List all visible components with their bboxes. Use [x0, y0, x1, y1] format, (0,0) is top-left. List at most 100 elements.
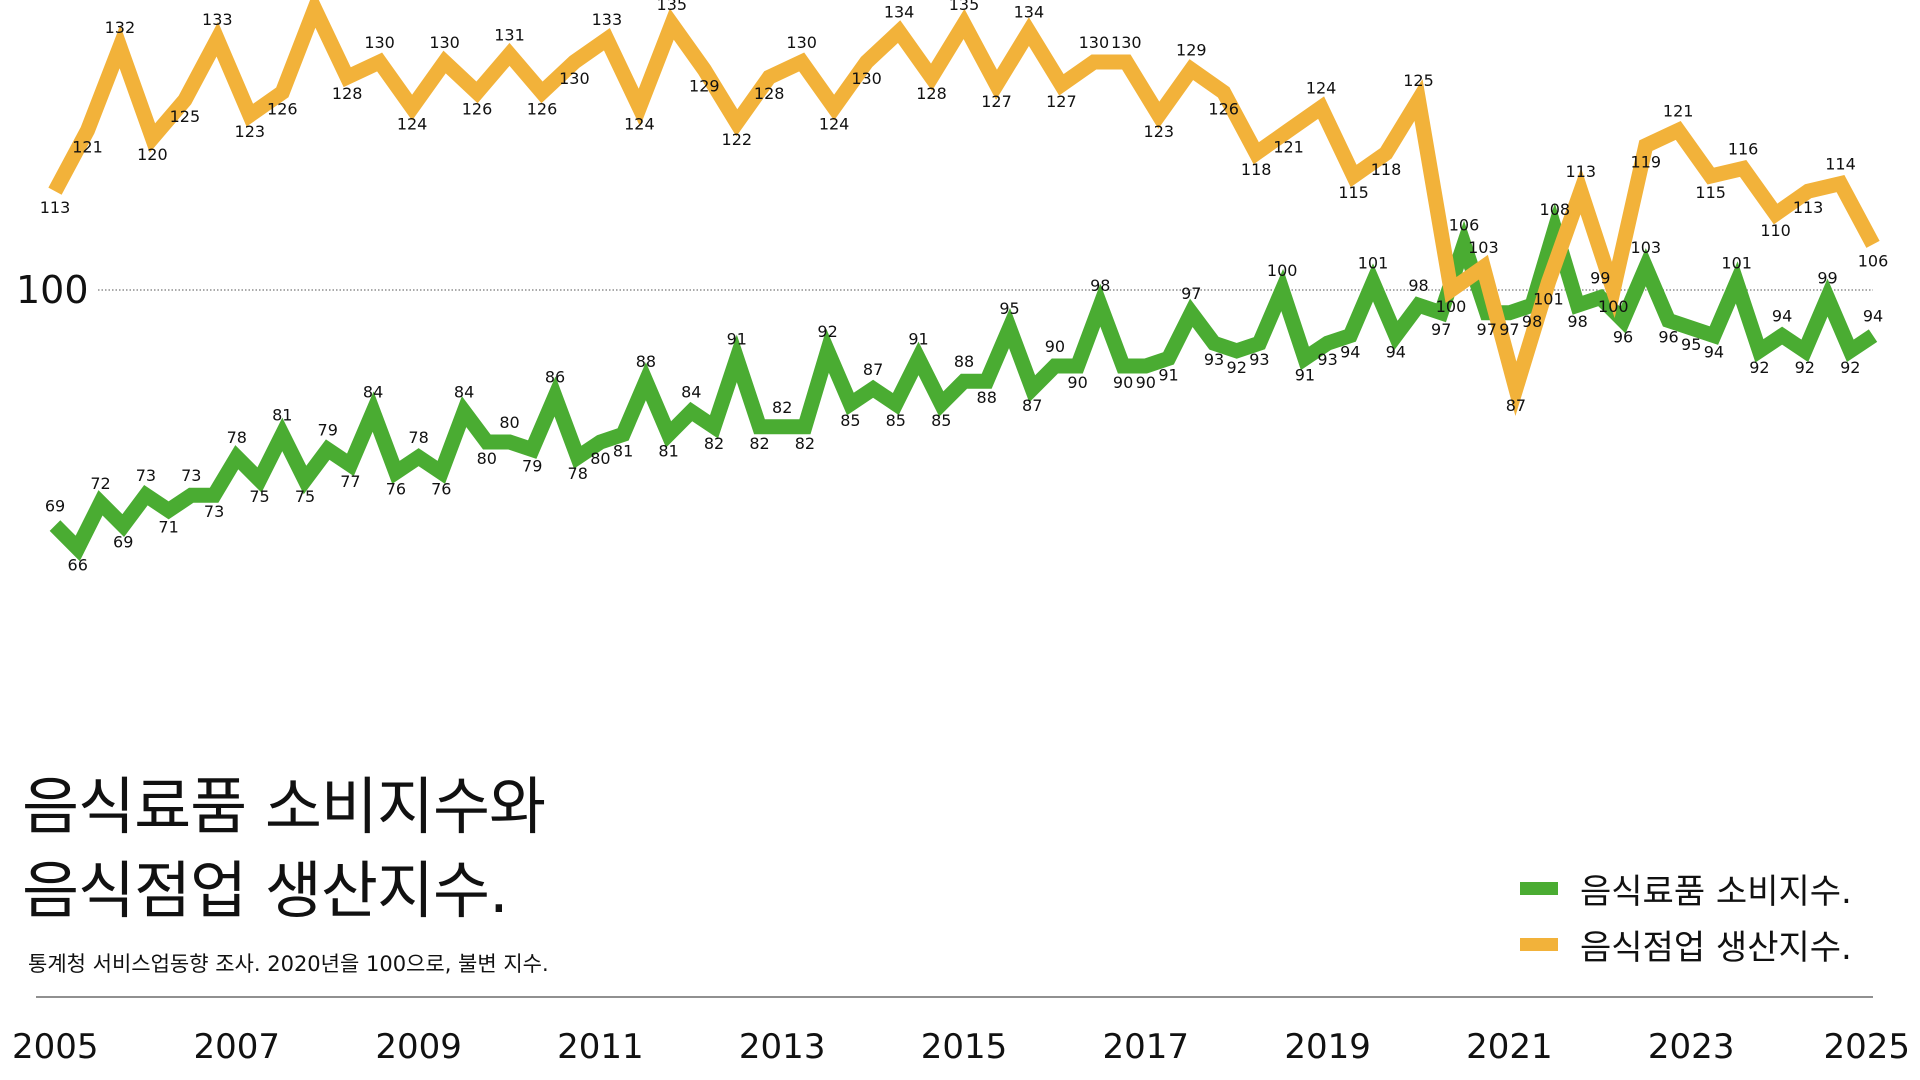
- data-label: 72: [90, 474, 110, 493]
- data-label: 126: [462, 99, 493, 118]
- data-label: 79: [318, 421, 338, 440]
- data-label: 94: [1386, 343, 1406, 362]
- x-tick-label: 2013: [739, 1027, 826, 1067]
- x-tick-label: 2007: [194, 1027, 281, 1067]
- data-label: 95: [1681, 335, 1701, 354]
- data-label: 134: [884, 3, 915, 22]
- data-label: 128: [332, 84, 363, 103]
- data-label: 121: [1663, 101, 1694, 120]
- data-label: 69: [113, 533, 133, 552]
- legend: 음식료품 소비지수. 음식점업 생산지수.: [1520, 860, 1852, 972]
- legend-swatch-green: [1520, 881, 1558, 895]
- x-tick-label: 2025: [1823, 1027, 1910, 1067]
- data-label: 82: [704, 434, 724, 453]
- data-label: 114: [1825, 155, 1856, 174]
- x-tick-label: 2011: [557, 1027, 644, 1067]
- data-label: 71: [158, 517, 178, 536]
- data-label: 92: [817, 322, 837, 341]
- data-label: 81: [613, 441, 633, 460]
- data-label: 92: [1227, 358, 1247, 377]
- data-label: 96: [1658, 327, 1678, 346]
- data-label: 113: [1793, 198, 1824, 217]
- data-label: 84: [363, 383, 383, 402]
- data-label: 97: [1181, 284, 1201, 303]
- data-label: 126: [1208, 99, 1239, 118]
- data-label: 69: [45, 497, 65, 516]
- data-label: 134: [1014, 3, 1045, 22]
- data-label: 106: [1858, 251, 1889, 270]
- data-label: 101: [1358, 253, 1389, 272]
- x-tick-label: 2009: [375, 1027, 462, 1067]
- data-label: 100: [1436, 297, 1467, 316]
- data-label: 73: [136, 466, 156, 485]
- data-label: 80: [499, 413, 519, 432]
- series-line-food-consumption: [49, 203, 1878, 562]
- x-tick-label: 2019: [1284, 1027, 1371, 1067]
- data-label: 95: [999, 299, 1019, 318]
- data-label: 118: [1371, 160, 1402, 179]
- data-label: 100: [1598, 297, 1629, 316]
- data-label: 122: [722, 130, 753, 149]
- data-label: 124: [1306, 79, 1337, 98]
- data-label: 124: [819, 115, 850, 134]
- data-label: 92: [1795, 358, 1815, 377]
- data-label: 103: [1468, 238, 1499, 257]
- data-label: 80: [477, 449, 497, 468]
- legend-item-food-consumption: 음식료품 소비지수.: [1520, 860, 1852, 916]
- data-label: 98: [1090, 276, 1110, 295]
- data-label: 101: [1721, 253, 1752, 272]
- data-label: 113: [1566, 162, 1597, 181]
- reference-line-group: 100: [16, 268, 1873, 312]
- data-label: 121: [1273, 137, 1304, 156]
- data-label: 124: [624, 115, 655, 134]
- data-label: 87: [1506, 396, 1526, 415]
- data-label: 130: [429, 33, 460, 52]
- data-label: 85: [931, 411, 951, 430]
- chart-title-line-2: 음식점업 생산지수.: [22, 854, 509, 927]
- data-label: 99: [1817, 269, 1837, 288]
- data-label: 135: [949, 0, 980, 14]
- data-label: 115: [1695, 183, 1726, 202]
- data-label: 84: [681, 383, 701, 402]
- data-label: 129: [1176, 41, 1207, 60]
- data-label: 96: [1613, 327, 1633, 346]
- data-label: 130: [786, 33, 817, 52]
- legend-label: 음식료품 소비지수.: [1580, 871, 1852, 912]
- data-label: 128: [916, 84, 947, 103]
- data-label: 78: [408, 428, 428, 447]
- data-label: 127: [981, 92, 1012, 111]
- data-label: 87: [863, 360, 883, 379]
- data-label: 92: [1840, 358, 1860, 377]
- data-label: 97: [1499, 320, 1519, 339]
- data-label: 82: [795, 434, 815, 453]
- legend-item-restaurant-production: 음식점업 생산지수.: [1520, 916, 1852, 972]
- data-label: 120: [137, 145, 168, 164]
- data-label: 73: [204, 502, 224, 521]
- data-label: 76: [386, 479, 406, 498]
- data-label: 80: [590, 449, 610, 468]
- data-label: 135: [657, 0, 688, 14]
- data-label: 82: [772, 398, 792, 417]
- x-tick-label: 2023: [1648, 1027, 1735, 1067]
- x-tick-label: 2021: [1466, 1027, 1553, 1067]
- chart-title-line-1: 음식료품 소비지수와: [22, 770, 546, 843]
- data-label: 130: [1079, 33, 1110, 52]
- chart-subtitle: 통계청 서비스업동향 조사. 2020년을 100으로, 불변 지수.: [28, 952, 549, 976]
- x-tick-label: 2005: [12, 1027, 99, 1067]
- data-label: 81: [272, 405, 292, 424]
- data-label: 91: [727, 329, 747, 348]
- data-label: 133: [202, 10, 233, 29]
- data-label: 78: [227, 428, 247, 447]
- data-label: 110: [1760, 221, 1791, 240]
- data-label: 125: [170, 107, 201, 126]
- data-label: 85: [840, 411, 860, 430]
- data-label: 115: [1338, 183, 1369, 202]
- data-label: 132: [105, 18, 136, 37]
- data-label: 91: [908, 329, 928, 348]
- data-label: 75: [249, 487, 269, 506]
- data-label: 103: [1631, 238, 1662, 257]
- data-label: 90: [1067, 373, 1087, 392]
- data-label: 90: [1045, 337, 1065, 356]
- data-label: 123: [235, 122, 266, 141]
